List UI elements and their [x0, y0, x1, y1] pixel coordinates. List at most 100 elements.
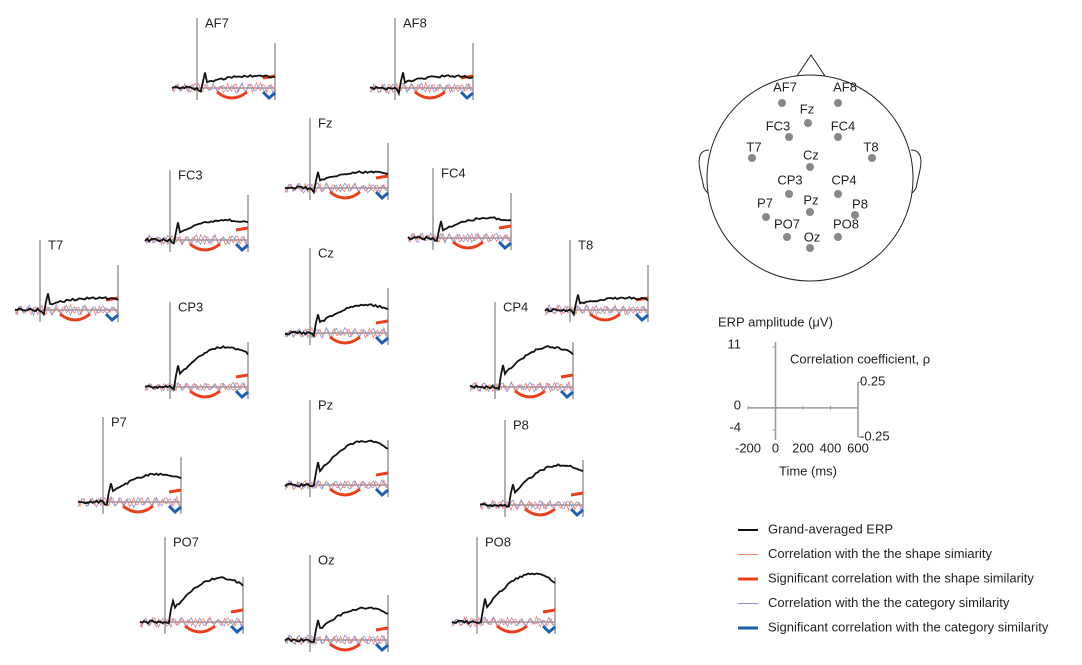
- panel-label: Fz: [318, 115, 332, 130]
- erp-trace: [139, 576, 244, 625]
- panel-label: P7: [111, 414, 127, 429]
- panel-label: T8: [578, 237, 593, 252]
- erp-panel: PO7: [139, 534, 244, 635]
- erp-trace: [407, 216, 512, 243]
- x-tick-label: 400: [820, 440, 842, 455]
- erp-panel: Oz: [284, 552, 389, 653]
- panel-label: Cz: [318, 245, 334, 260]
- erp-panel: P7: [77, 414, 182, 515]
- shape-sig: [184, 624, 216, 634]
- electrode-label: CP4: [831, 172, 856, 187]
- electrode: [834, 233, 842, 241]
- legend-label: Significant correlation with the categor…: [768, 619, 1049, 634]
- electrode-label: FC3: [766, 118, 791, 133]
- erp-trace: [451, 572, 556, 625]
- category-corr: [171, 82, 276, 94]
- y2-tick-label: -0.25: [860, 428, 890, 443]
- shape-sig: [329, 190, 361, 200]
- y2-tick-label: 0.25: [860, 373, 885, 388]
- category-sig: [229, 624, 244, 635]
- electrode-label: T8: [863, 139, 878, 154]
- erp-panel: AF7: [171, 15, 276, 101]
- shape-sig: [452, 240, 484, 250]
- electrode: [834, 99, 842, 107]
- electrode-label: Cz: [803, 147, 819, 162]
- category-corr: [284, 634, 389, 646]
- y-tick-label: 0: [734, 397, 741, 412]
- x-tick-label: 0: [772, 440, 779, 455]
- panel-label: PO7: [173, 534, 199, 549]
- electrode: [851, 211, 859, 219]
- electrode-label: AF8: [833, 79, 857, 94]
- category-corr: [139, 616, 244, 629]
- category-sig: [374, 487, 389, 498]
- category-corr: [14, 303, 119, 317]
- panel-label: AF7: [205, 15, 229, 30]
- shape-sig: [414, 90, 446, 100]
- panel-label: FC3: [178, 167, 203, 182]
- shape-sig: [570, 491, 584, 497]
- electrode: [748, 154, 756, 162]
- category-sig: [104, 312, 119, 323]
- erp-trace: [469, 345, 574, 391]
- electrode: [834, 133, 842, 141]
- electrode-label: P7: [757, 195, 773, 210]
- category-corr: [479, 498, 584, 511]
- shape-sig: [589, 312, 621, 322]
- erp-trace: [77, 472, 182, 507]
- erp-panel: Cz: [284, 245, 389, 346]
- electrode-label: Pz: [803, 192, 818, 207]
- x-axis-title: Time (ms): [779, 463, 837, 478]
- category-sig: [167, 504, 182, 515]
- y-tick-label: -4: [729, 419, 741, 434]
- electrode-label: AF7: [773, 79, 797, 94]
- panel-label: AF8: [403, 15, 427, 30]
- category-sig: [234, 242, 249, 253]
- y-tick-label: 11: [728, 336, 742, 351]
- erp-panel: FC3: [144, 167, 249, 253]
- category-corr: [77, 495, 182, 509]
- panel-label: Oz: [318, 552, 335, 567]
- erp-trace: [284, 606, 389, 643]
- category-sig: [261, 90, 276, 101]
- shape-sig: [375, 626, 389, 632]
- shape-sig: [230, 608, 244, 614]
- erp-panel: FC4: [407, 165, 512, 251]
- shape-sig: [168, 488, 182, 494]
- electrode: [834, 190, 842, 198]
- panel-label: FC4: [441, 165, 466, 180]
- erp-trace: [14, 293, 119, 317]
- shape-sig: [542, 608, 556, 614]
- electrode: [785, 133, 793, 141]
- category-sig: [634, 312, 649, 323]
- shape-sig: [375, 174, 389, 180]
- electrode-label: PO8: [833, 216, 859, 231]
- legend-label: Correlation with the the category simila…: [768, 595, 1010, 610]
- erp-trace: [144, 345, 249, 392]
- x-tick-label: 200: [792, 440, 814, 455]
- head-outline: [706, 74, 914, 282]
- shape-sig: [560, 373, 574, 379]
- category-sig: [234, 389, 249, 400]
- legend-label: Correlation with the the shape simiarity: [768, 546, 992, 561]
- x-tick-label: -200: [735, 440, 761, 455]
- erp-trace: [479, 463, 584, 508]
- shape-sig: [122, 504, 154, 514]
- shape-sig: [235, 226, 249, 232]
- shape-sig: [375, 319, 389, 325]
- electrode: [806, 208, 814, 216]
- electrode: [806, 163, 814, 171]
- shape-sig: [375, 471, 389, 477]
- electrode: [785, 190, 793, 198]
- head: [698, 54, 922, 282]
- shape-sig: [514, 389, 546, 399]
- panel-label: PO8: [485, 534, 511, 549]
- erp-trace: [369, 72, 474, 97]
- category-corr: [469, 381, 574, 393]
- shape-corr: [171, 81, 276, 94]
- panel-label: P8: [513, 417, 529, 432]
- category-corr: [369, 82, 474, 95]
- electrode-label: FC4: [831, 118, 856, 133]
- electrode: [778, 99, 786, 107]
- category-sig: [569, 507, 584, 518]
